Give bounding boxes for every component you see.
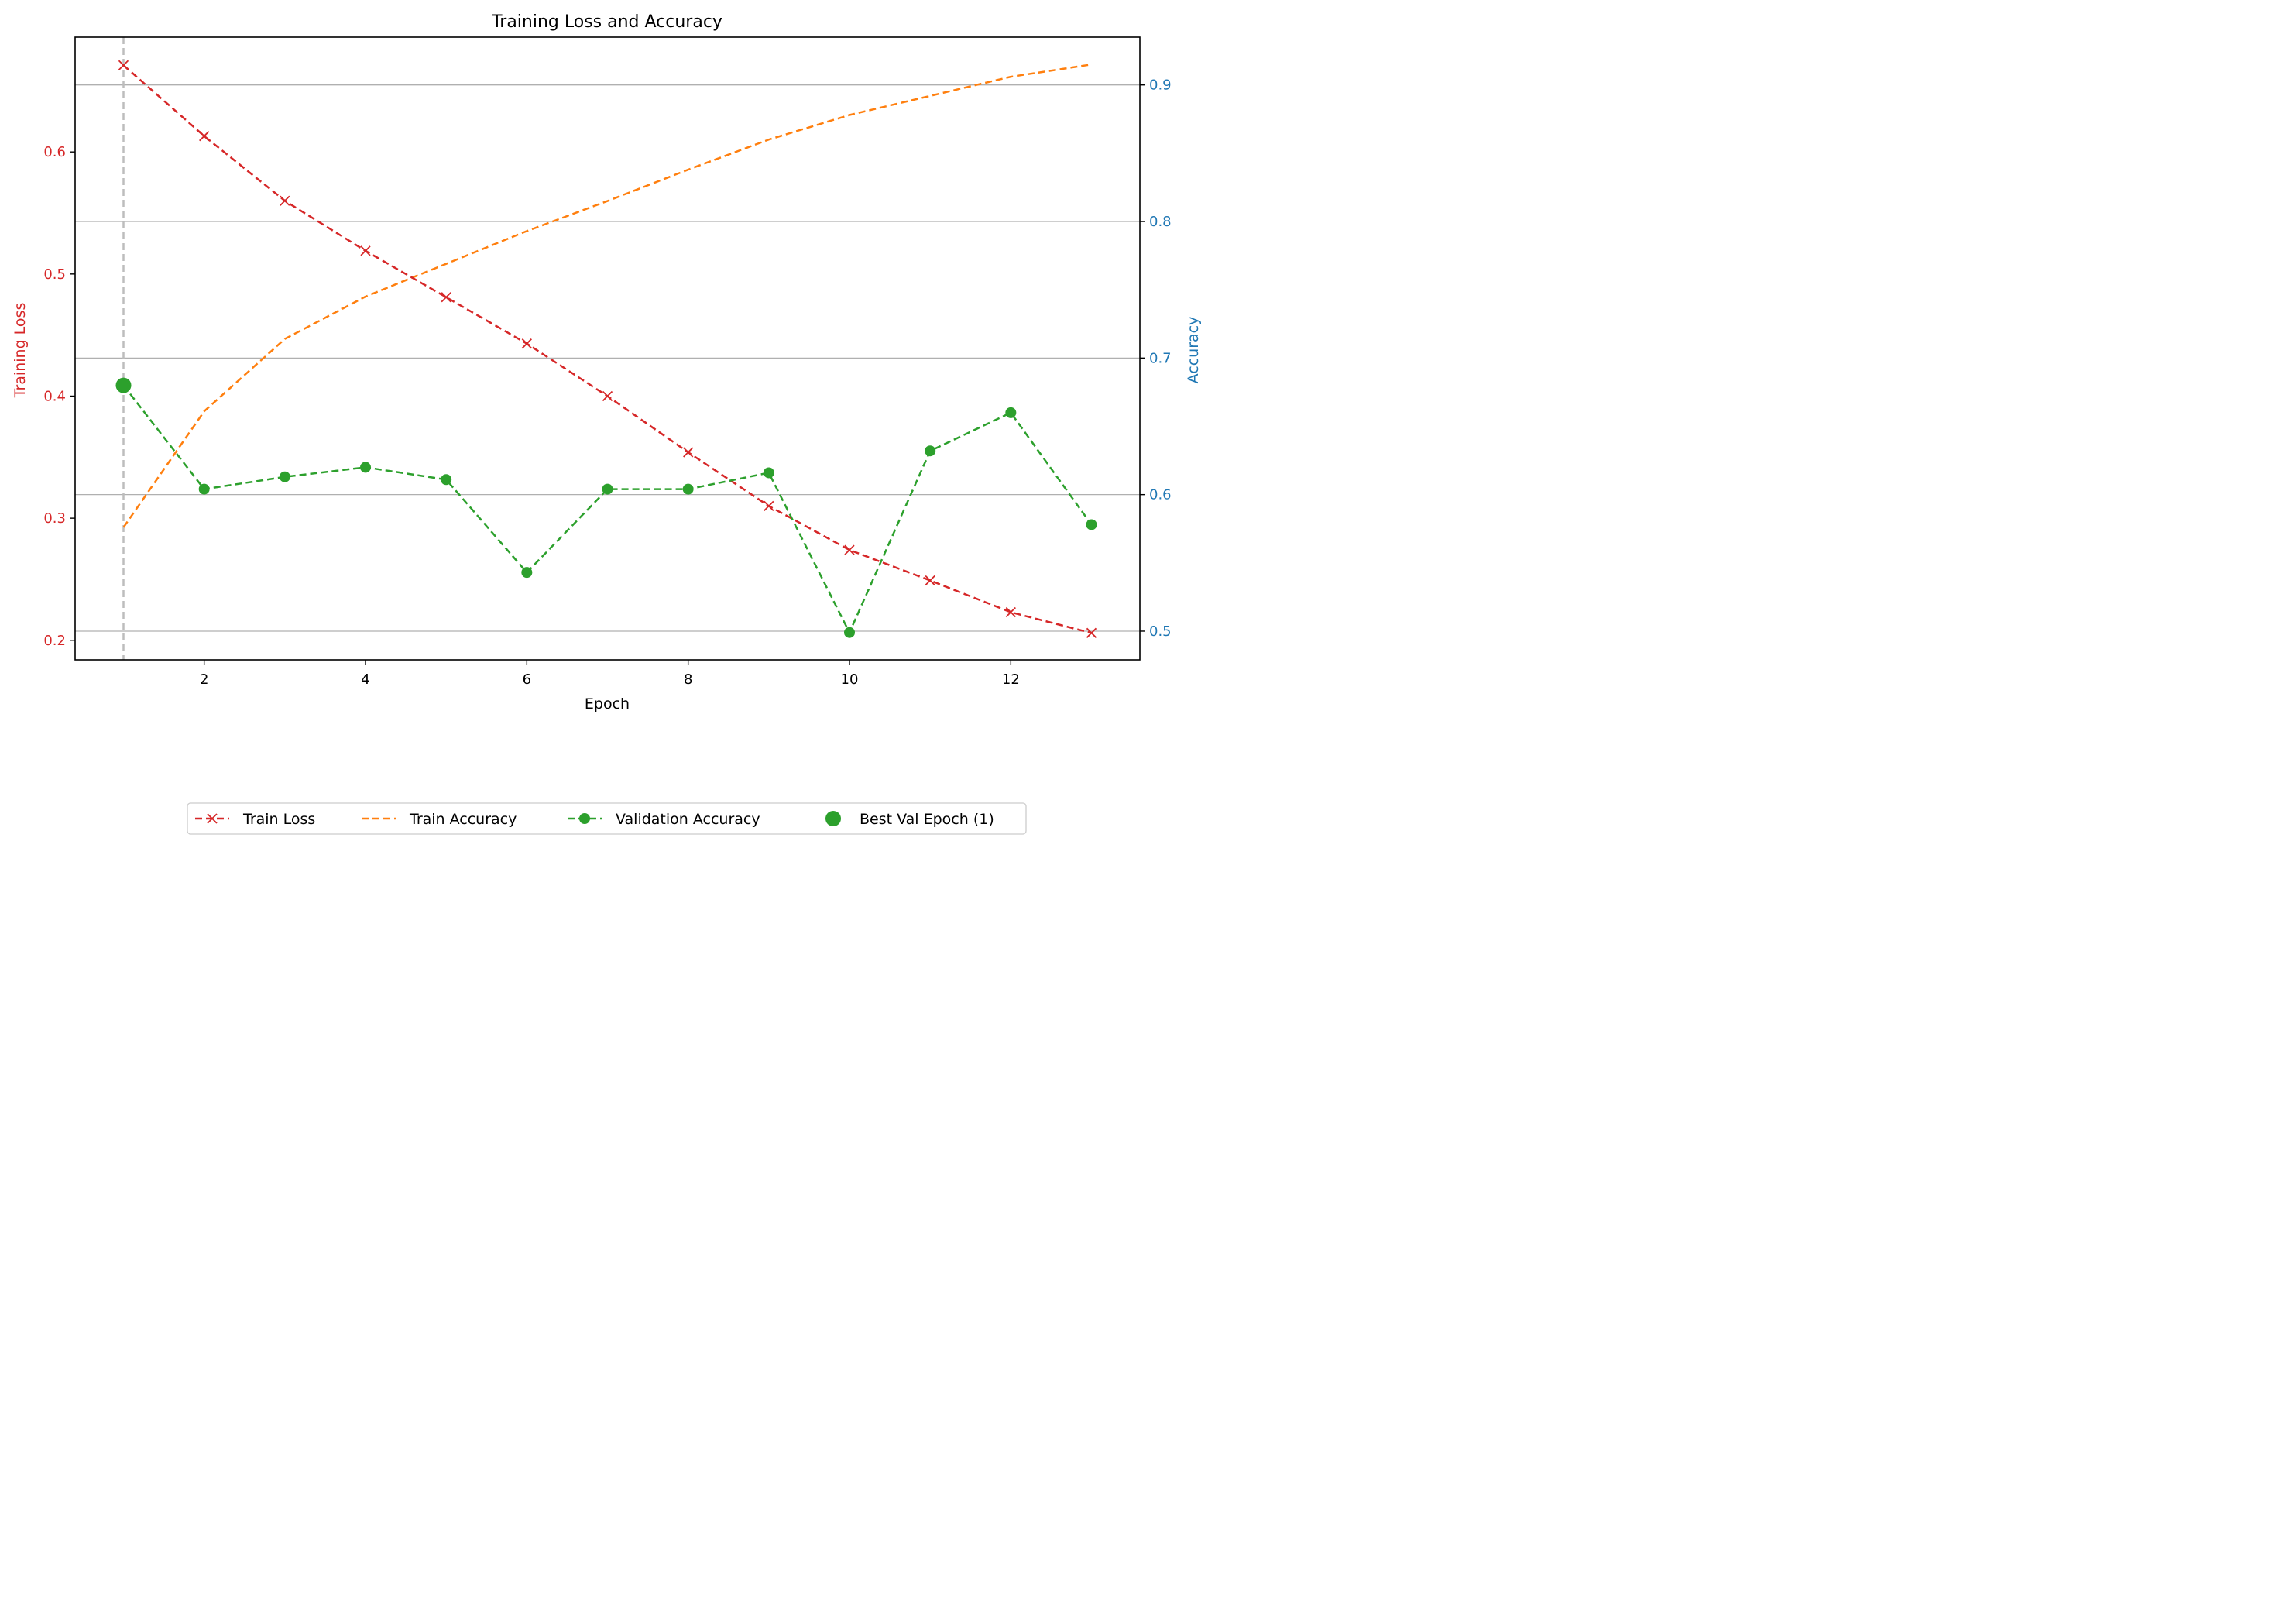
validation-accuracy-marker — [360, 462, 371, 473]
train-loss-marker — [441, 292, 451, 303]
y-right-tick-label: 0.6 — [1149, 487, 1172, 503]
legend-label: Validation Accuracy — [616, 811, 760, 828]
y-left-tick-label: 0.3 — [43, 510, 66, 527]
train-loss-marker — [1086, 627, 1097, 638]
train-loss-marker — [925, 575, 935, 586]
y-right-tick-label: 0.5 — [1149, 623, 1172, 640]
train-loss-marker — [118, 60, 129, 70]
validation-accuracy-marker — [279, 471, 290, 482]
plot-area: 2 4 6 8 10 12 0.2 0.3 0.4 0.5 0.6 0.5 0.6 0.7 0.8 0.9 — [43, 36, 1172, 688]
validation-accuracy-marker — [198, 483, 210, 495]
validation-accuracy-marker — [682, 483, 694, 495]
x-tick-label: 8 — [684, 671, 692, 688]
x-tick-label: 6 — [523, 671, 531, 688]
chart-background — [0, 0, 1211, 853]
legend-swatch-marker — [825, 811, 841, 826]
legend-item: Best Val Epoch (1) — [825, 811, 994, 828]
y-left-tick-label: 0.5 — [43, 266, 66, 283]
validation-accuracy-marker — [763, 467, 774, 479]
x-tick-label: 4 — [361, 671, 369, 688]
y-left-tick-label: 0.4 — [43, 388, 66, 404]
validation-accuracy-marker — [521, 567, 533, 579]
legend-item: Validation Accuracy — [568, 811, 760, 828]
train-loss-marker — [360, 245, 371, 256]
training-chart: Training Loss and Accuracy Epoch Trainin… — [0, 0, 1211, 853]
train-loss-marker — [1005, 606, 1016, 618]
x-tick-label: 12 — [1002, 671, 1020, 688]
legend-swatch-marker — [207, 813, 218, 824]
legend-item: Train Accuracy — [362, 811, 517, 828]
y-right-tick-label: 0.9 — [1149, 77, 1172, 94]
legend: Train Loss Train Accuracy Validation Accur… — [187, 802, 1027, 835]
train-loss-marker — [683, 447, 694, 458]
y-axis-left-label: Training Loss — [12, 303, 29, 399]
legend-label: Best Val Epoch (1) — [860, 811, 994, 828]
legend-label: Train Accuracy — [409, 811, 517, 828]
validation-accuracy-marker — [1086, 519, 1097, 530]
legend-box — [187, 802, 1027, 835]
validation-accuracy-marker — [925, 445, 936, 457]
y-axis-right-label: Accuracy — [1185, 317, 1202, 384]
y-right-tick-label: 0.8 — [1149, 214, 1172, 230]
y-left-tick-label: 0.6 — [43, 144, 66, 160]
x-tick-label: 2 — [200, 671, 208, 688]
train-loss-marker — [199, 131, 210, 142]
validation-accuracy-marker — [1005, 407, 1017, 418]
x-tick-label: 10 — [841, 671, 859, 688]
train-loss-marker — [521, 338, 532, 349]
y-right-tick-label: 0.7 — [1149, 350, 1172, 366]
y-left-tick-label: 0.2 — [43, 633, 66, 649]
legend-swatch-marker — [579, 813, 590, 824]
best-val-epoch-marker — [115, 377, 132, 393]
validation-accuracy-marker — [602, 483, 613, 495]
train-accuracy-line — [122, 64, 1092, 528]
train-loss-marker — [280, 195, 290, 206]
train-loss-marker — [602, 390, 613, 402]
train-loss-marker — [764, 500, 774, 512]
train-loss-marker — [844, 544, 855, 555]
validation-accuracy-marker — [441, 474, 452, 486]
validation-accuracy-marker — [844, 627, 855, 638]
plot-frame — [74, 36, 1141, 661]
legend-label: Train Loss — [242, 811, 315, 828]
x-axis-label: Epoch — [585, 695, 630, 712]
legend-item: Train Loss — [195, 811, 315, 828]
chart-title: Training Loss and Accuracy — [491, 12, 722, 32]
